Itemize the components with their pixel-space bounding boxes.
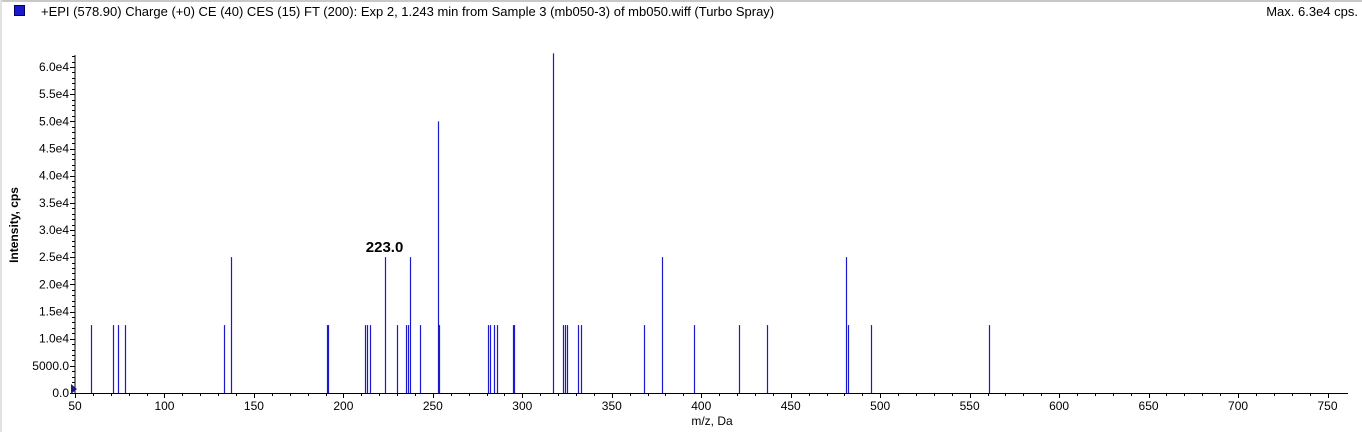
x-tick-label: 600 xyxy=(1049,399,1069,413)
y-tick-label: 5.0e4 xyxy=(39,114,69,128)
y-tick-label: 1.0e4 xyxy=(39,332,69,346)
y-tick-label: 5.5e4 xyxy=(39,87,69,101)
y-tick-label: 3.5e4 xyxy=(39,196,69,210)
x-tick-label: 50 xyxy=(68,399,82,413)
max-intensity-label: Max. 6.3e4 cps. xyxy=(1266,4,1358,19)
y-tick-label: 0.0 xyxy=(52,386,69,400)
x-tick-label: 350 xyxy=(602,399,622,413)
x-tick-label: 250 xyxy=(423,399,443,413)
x-tick-label: 650 xyxy=(1139,399,1159,413)
y-tick-label: 3.0e4 xyxy=(39,223,69,237)
window-left-border xyxy=(0,0,2,432)
x-tick-label: 150 xyxy=(244,399,264,413)
y-tick-label: 5000.0 xyxy=(32,359,69,373)
y-tick-label: 1.5e4 xyxy=(39,305,69,319)
series-color-swatch[interactable] xyxy=(14,5,25,16)
axis-origin-marker-icon xyxy=(71,384,77,394)
spectrum-title: +EPI (578.90) Charge (+0) CE (40) CES (1… xyxy=(41,4,775,19)
x-tick-label: 500 xyxy=(870,399,890,413)
x-tick-label: 750 xyxy=(1317,399,1337,413)
x-tick-label: 700 xyxy=(1228,399,1248,413)
y-tick-label: 6.0e4 xyxy=(39,60,69,74)
x-tick-label: 550 xyxy=(960,399,980,413)
x-tick-label: 200 xyxy=(333,399,353,413)
y-tick-label: 2.0e4 xyxy=(39,277,69,291)
x-tick-label: 450 xyxy=(781,399,801,413)
x-axis-label: m/z, Da xyxy=(691,414,733,428)
peak-label: 223.0 xyxy=(366,239,404,256)
y-tick-label: 4.5e4 xyxy=(39,142,69,156)
x-tick-label: 100 xyxy=(154,399,174,413)
x-tick-label: 300 xyxy=(512,399,532,413)
window-top-border xyxy=(0,0,1362,2)
y-tick-label: 4.0e4 xyxy=(39,169,69,183)
y-tick-label: 2.5e4 xyxy=(39,250,69,264)
x-tick-label: 400 xyxy=(691,399,711,413)
